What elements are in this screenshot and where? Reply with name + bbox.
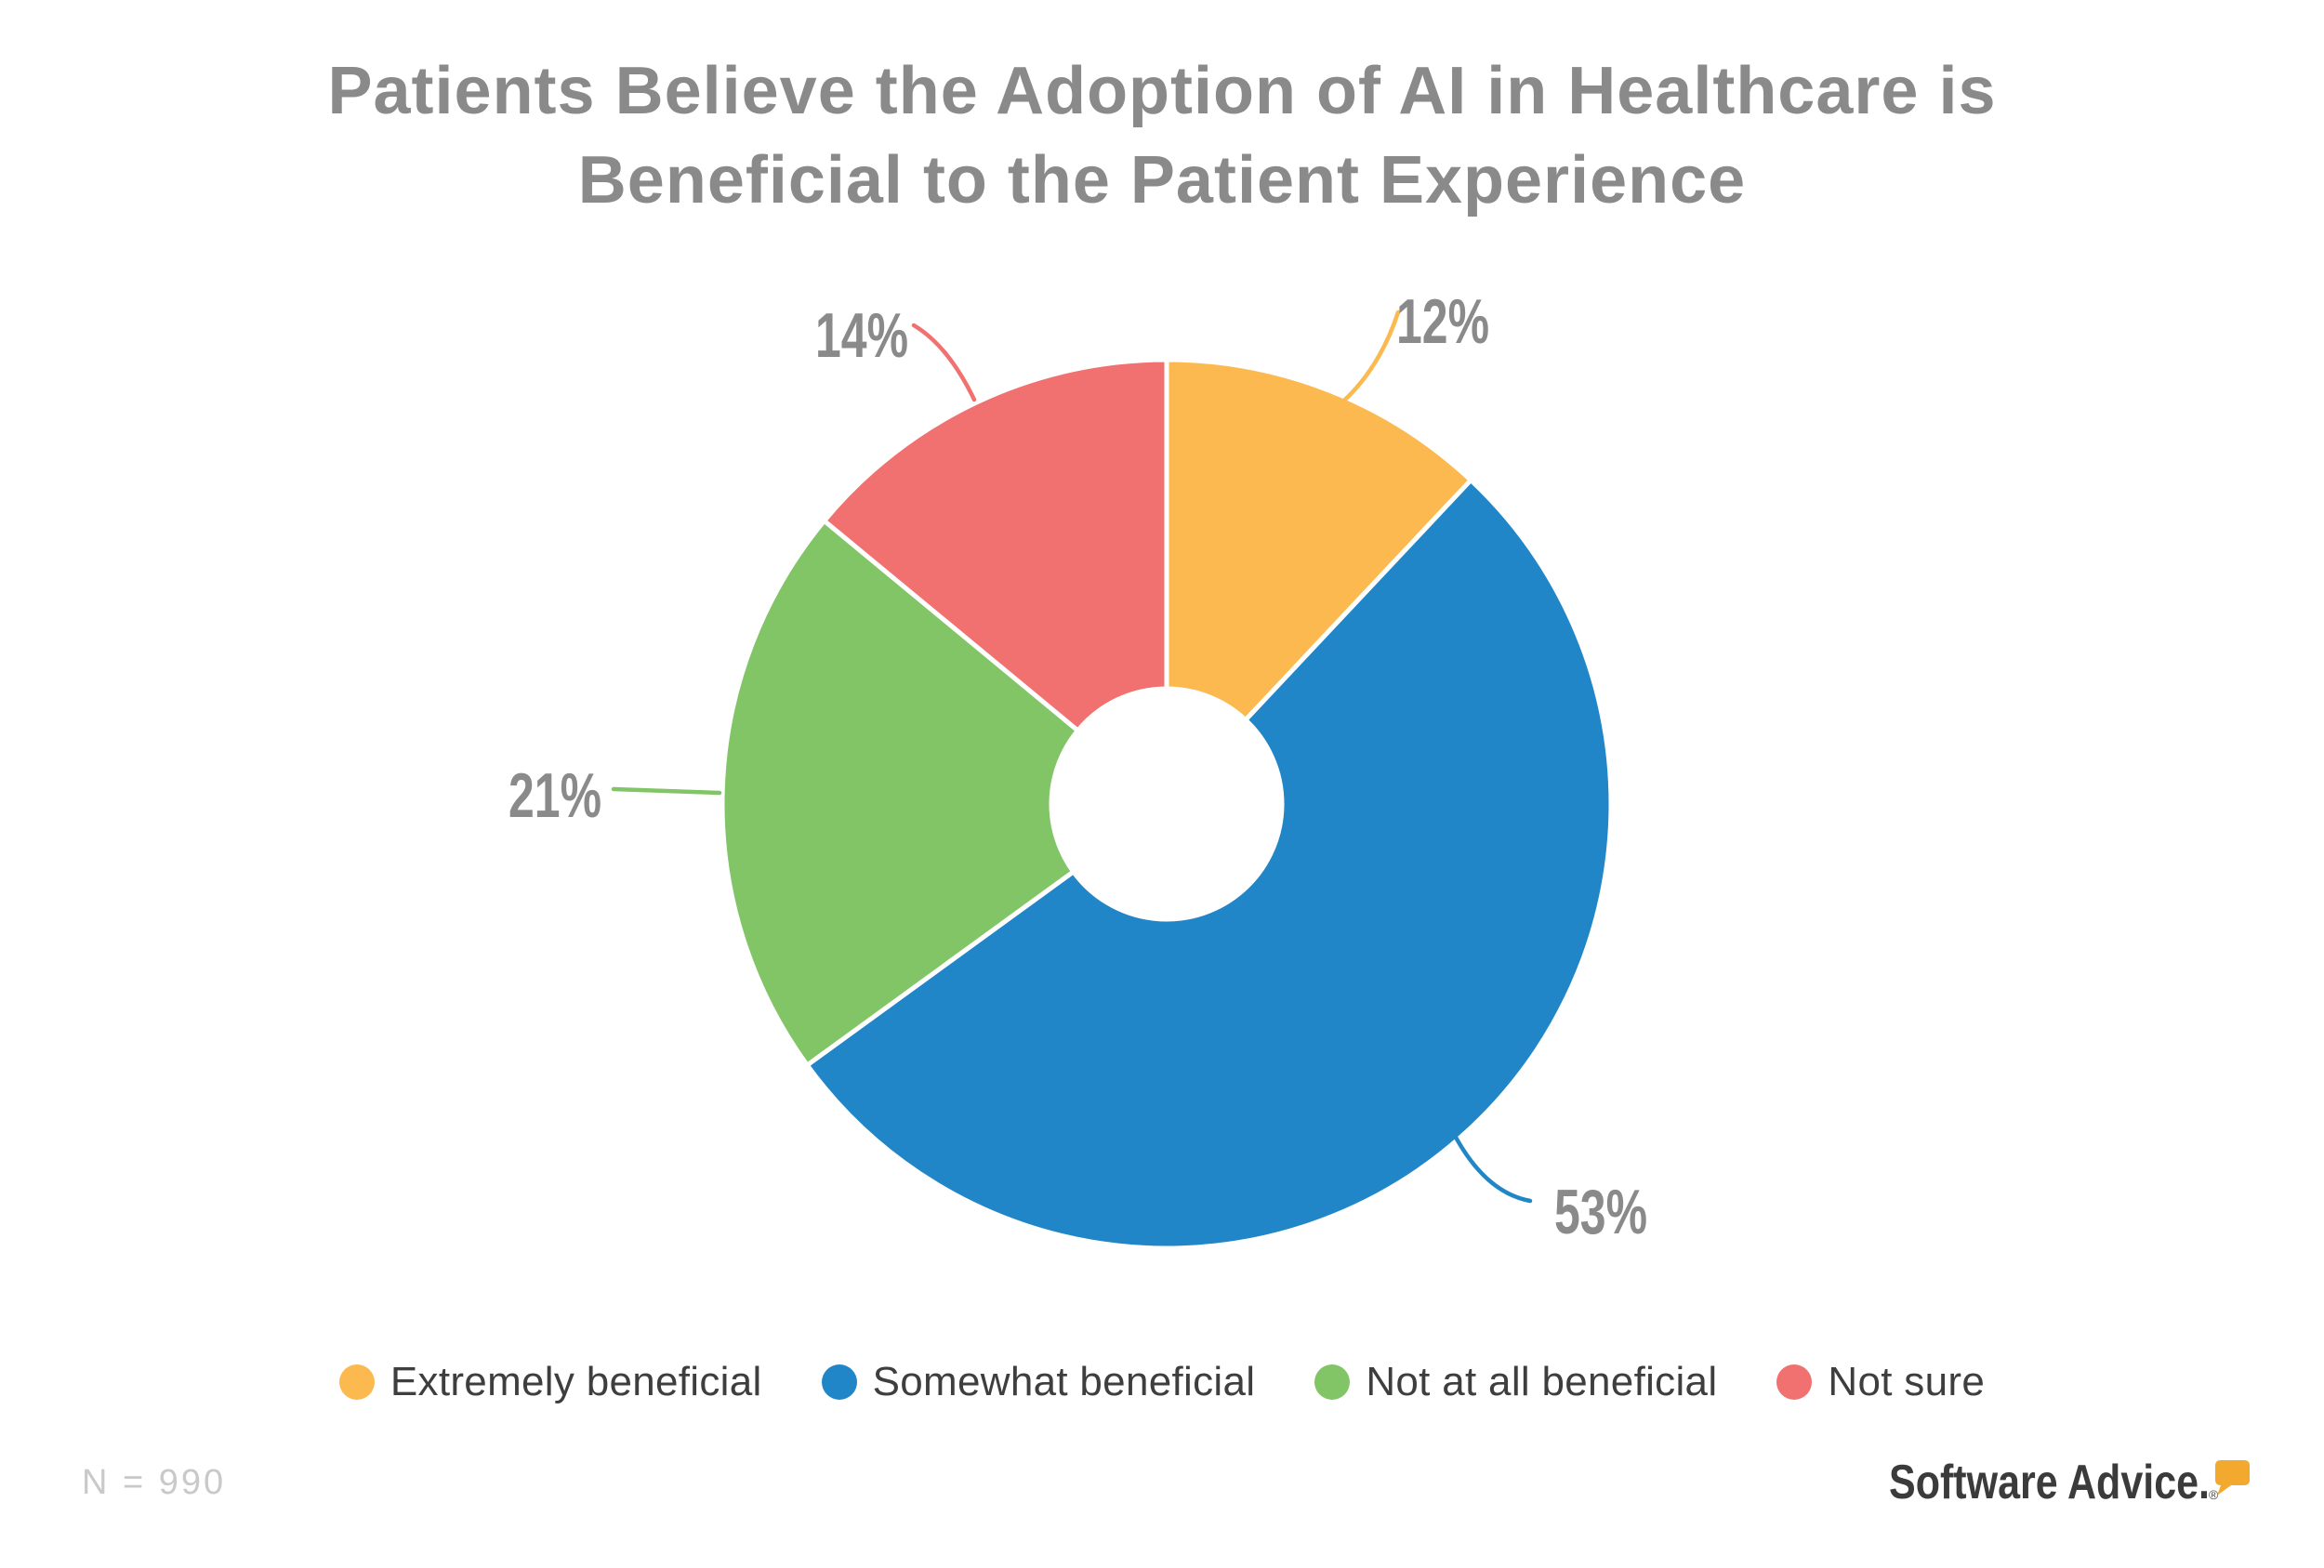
title-line-1: Patients Believe the Adoption of AI in H… [327,54,1997,128]
slice-label-somewhat-beneficial: 53% [1554,1177,1647,1247]
registered-trademark: ® [2209,1487,2219,1502]
legend-item-not-at-all-beneficial: Not at all beneficial [1314,1359,1717,1405]
slice-label-extremely-beneficial: 12% [1396,286,1489,357]
callout-line-not-sure [911,323,977,402]
callout-line-somewhat-beneficial [1450,1129,1533,1204]
page-title: Patients Believe the Adoption of AI in H… [0,46,2324,225]
callout-lines [611,310,1533,1204]
pie-slice-not-at-all-beneficial [720,518,1080,1068]
sample-size-note: N = 990 [82,1463,227,1502]
legend-item-somewhat-beneficial: Somewhat beneficial [821,1359,1256,1405]
callout-line-extremely-beneficial [1334,310,1401,410]
legend-label-not-at-all-beneficial: Not at all beneficial [1366,1359,1718,1404]
title-line-2: Beneficial to the Patient Experience [577,143,1747,217]
legend-item-extremely-beneficial: Extremely beneficial [338,1359,762,1405]
legend-swatch-somewhat-beneficial-icon [821,1364,857,1400]
brand-logo: Software Advice. ® [1882,1450,2263,1515]
legend-label-extremely-beneficial: Extremely beneficial [390,1359,762,1404]
pie-slices [720,357,1614,1251]
callout-line-not-at-all-beneficial [611,786,722,796]
chart-legend: Extremely beneficial Somewhat beneficial… [0,1359,2324,1405]
slice-label-not-at-all-beneficial: 21% [508,760,601,831]
legend-label-not-sure: Not sure [1828,1359,1986,1404]
pie-slice-not-sure [822,357,1169,733]
slice-labels: 12% 53% 21% 14% [508,286,1647,1247]
slice-label-not-sure: 14% [815,300,908,371]
legend-label-somewhat-beneficial: Somewhat beneficial [872,1359,1256,1404]
brand-wordmark: Software Advice. [1889,1456,2210,1509]
legend-swatch-not-at-all-beneficial-icon [1314,1364,1351,1400]
pie-slice-extremely-beneficial [1164,357,1473,723]
speech-bubble-icon [2215,1460,2250,1496]
pie-slice-somewhat-beneficial [804,478,1614,1251]
legend-item-not-sure: Not sure [1776,1359,1985,1405]
legend-swatch-not-sure-icon [1776,1364,1813,1400]
legend-swatch-extremely-beneficial-icon [338,1364,375,1400]
